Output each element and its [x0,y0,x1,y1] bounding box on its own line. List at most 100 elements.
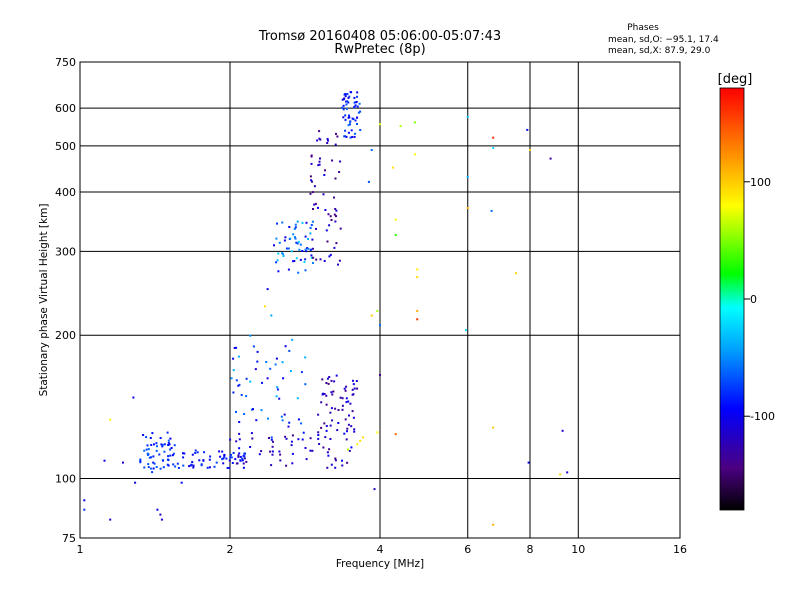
data-point [345,385,348,388]
data-point [334,407,337,410]
data-point [352,383,355,386]
data-point [367,180,370,183]
data-point [347,131,350,134]
data-point [376,309,379,312]
data-point [330,407,333,410]
data-point [208,466,211,469]
data-point [281,419,284,422]
data-point [297,438,300,441]
data-point [281,221,284,224]
data-point [352,416,355,419]
data-point [341,459,343,462]
data-point [327,213,330,216]
data-point [317,413,320,416]
data-point [328,255,331,258]
y-tick-label: 600 [55,102,76,115]
data-point [270,436,273,439]
data-point [337,409,340,411]
data-point [268,437,270,439]
data-point [245,460,248,463]
data-point [238,447,241,450]
data-point [466,176,469,178]
data-point [413,153,416,156]
data-point [339,160,342,163]
data-point [235,410,237,413]
data-point [341,397,344,400]
data-point [314,202,317,205]
data-point [315,227,317,230]
data-point [169,454,172,457]
data-point [325,403,328,406]
data-point [245,377,248,380]
data-point [370,314,373,317]
data-point [209,455,212,458]
data-point [285,437,288,440]
data-point [272,440,274,443]
data-point [155,449,158,452]
data-point [344,389,347,392]
data-point [147,448,150,451]
data-point [235,379,238,382]
data-point [270,438,273,441]
data-point [356,443,359,446]
data-point [336,429,339,432]
data-point [357,111,360,114]
data-point [331,419,334,422]
data-point [348,95,351,98]
data-point [326,466,329,469]
data-point [339,396,342,399]
data-point [301,438,304,441]
data-point [347,400,350,403]
data-point [276,386,279,389]
y-tick-label: 300 [55,245,76,258]
data-point [225,457,228,460]
data-point [147,466,150,469]
data-point [287,268,290,271]
data-point [326,142,329,144]
data-point [326,377,329,380]
data-point [318,160,321,163]
data-point [271,445,274,448]
data-point [288,349,291,352]
data-point [293,227,296,230]
data-point [353,96,356,99]
data-point [83,499,86,502]
data-point [416,318,419,321]
data-point [149,437,152,439]
data-point [226,467,229,469]
data-point [343,432,346,435]
x-tick-label: 10 [571,543,585,556]
data-point [265,361,268,363]
y-tick-label: 750 [55,56,76,69]
data-point [566,471,569,474]
data-point [323,260,326,262]
data-point [251,437,254,440]
data-point [336,135,339,138]
y-tick-label: 500 [55,140,76,153]
data-point [333,246,336,249]
data-point [353,430,356,433]
data-point [345,103,348,106]
data-point [285,247,288,250]
plot-frame [79,61,681,539]
data-point [169,448,172,451]
data-point [325,394,328,397]
data-point [156,508,159,511]
data-point [334,177,337,180]
data-point [464,329,467,332]
y-tick-label: 100 [55,473,76,486]
data-point [311,238,314,241]
data-point [152,461,155,464]
data-point [196,451,199,454]
chart-title: Tromsø 20160408 05:06:00-05:07:43 [258,29,501,44]
data-point [328,376,331,378]
data-point [307,238,309,240]
data-point [310,248,313,251]
data-point [333,380,336,383]
data-point [183,452,186,455]
data-point [330,219,333,221]
data-point [299,258,302,261]
data-point [275,237,278,240]
data-point [292,233,295,236]
data-point [177,467,180,469]
